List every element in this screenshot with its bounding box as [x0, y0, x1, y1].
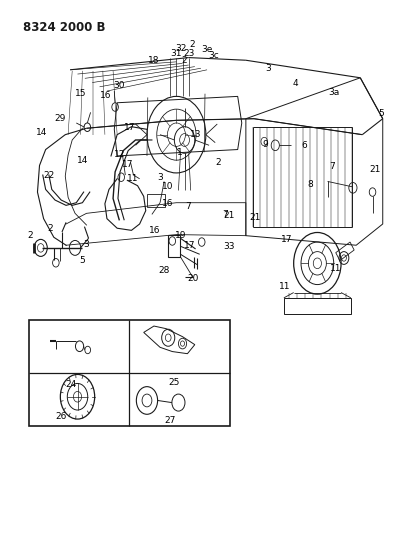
Text: 31: 31 [169, 50, 181, 58]
Bar [146, 193, 165, 207]
Text: 24: 24 [65, 380, 76, 389]
Text: 16: 16 [100, 91, 112, 100]
Text: 14: 14 [36, 128, 47, 137]
Text: 18: 18 [148, 56, 159, 65]
Text: 2: 2 [180, 56, 186, 64]
Text: 12: 12 [113, 150, 125, 159]
Text: 20: 20 [187, 273, 198, 282]
Text: 30: 30 [113, 81, 125, 90]
Text: 3: 3 [83, 240, 89, 249]
Text: 27: 27 [164, 416, 175, 425]
Text: 2: 2 [189, 40, 194, 49]
Text: 19: 19 [174, 231, 186, 240]
Text: 29: 29 [54, 114, 65, 123]
Text: 17: 17 [280, 236, 292, 245]
Text: 3e: 3e [201, 45, 212, 54]
Text: 15: 15 [74, 89, 86, 98]
Text: 25: 25 [168, 378, 180, 387]
Text: 2: 2 [47, 224, 52, 233]
Text: 17: 17 [183, 241, 195, 250]
Text: 7: 7 [221, 210, 227, 219]
Text: 11: 11 [278, 282, 290, 291]
Text: 5: 5 [79, 256, 85, 264]
Text: 8324 2000 B: 8324 2000 B [23, 21, 106, 34]
Text: 8: 8 [307, 180, 312, 189]
Text: 28: 28 [158, 266, 169, 275]
Text: 9: 9 [262, 140, 268, 149]
Text: 2: 2 [27, 231, 33, 240]
Text: 11: 11 [126, 174, 138, 183]
Text: 32: 32 [175, 44, 187, 53]
Text: 13: 13 [190, 130, 201, 139]
Text: 3a: 3a [327, 87, 339, 96]
Text: 7: 7 [328, 162, 334, 171]
Text: 11: 11 [329, 264, 341, 273]
Text: 3c: 3c [207, 52, 218, 60]
Bar [168, 235, 180, 257]
Text: 33: 33 [222, 242, 234, 251]
Text: 21: 21 [368, 165, 379, 174]
Text: 14: 14 [76, 156, 88, 165]
Text: 6: 6 [300, 141, 306, 150]
Text: 21: 21 [222, 212, 234, 221]
Text: 5: 5 [378, 109, 384, 118]
Text: 3: 3 [265, 64, 270, 73]
Text: 7: 7 [184, 203, 190, 212]
Text: 21: 21 [249, 213, 260, 222]
Text: 3: 3 [157, 173, 162, 182]
Text: 17: 17 [124, 123, 135, 132]
Text: 22: 22 [43, 171, 54, 180]
Text: 4: 4 [291, 78, 297, 87]
Text: 10: 10 [161, 182, 173, 191]
Text: 17: 17 [122, 160, 134, 169]
Text: 23: 23 [183, 50, 195, 58]
Bar [29, 320, 229, 426]
Text: 1: 1 [176, 148, 182, 157]
Text: 26: 26 [55, 412, 67, 421]
Text: 2: 2 [215, 158, 220, 167]
Text: 16: 16 [149, 226, 160, 235]
Text: 16: 16 [161, 199, 173, 208]
